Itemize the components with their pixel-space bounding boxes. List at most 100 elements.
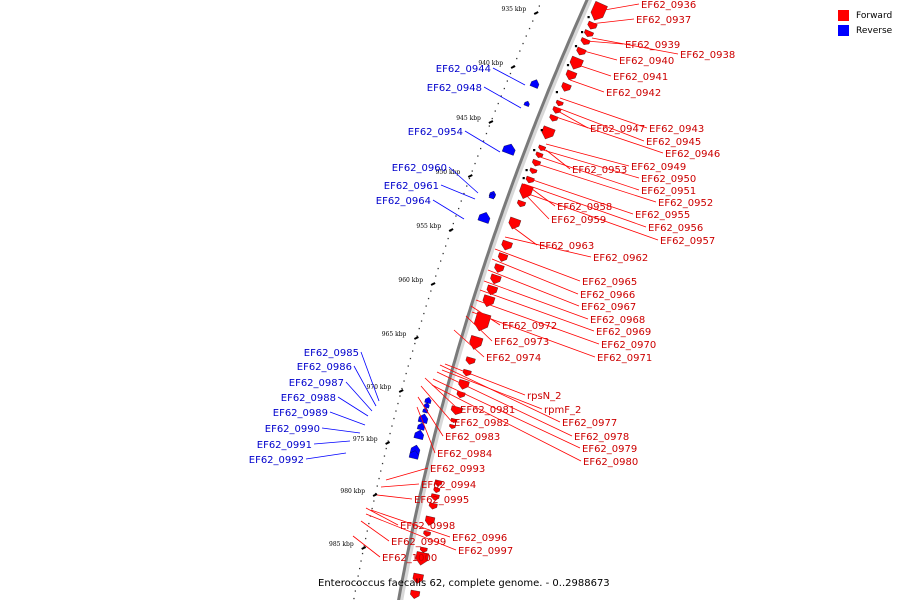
reverse-gene-arrow: [477, 212, 491, 224]
reverse-gene-label: EF62_0988: [281, 393, 336, 404]
scale-dot: [474, 162, 476, 165]
forward-label-leader: [465, 315, 493, 342]
forward-gene-arrow: [538, 144, 547, 151]
forward-label-leader: [519, 190, 659, 241]
scale-tick-label: 935 kbp: [502, 6, 527, 13]
forward-gene-label: EF62_0965: [582, 277, 637, 288]
feature-marker: [581, 31, 584, 34]
forward-gene-label: EF62_0998: [400, 521, 455, 532]
scale-tick: [398, 389, 404, 393]
reverse-gene-label: EF62_0992: [249, 455, 304, 466]
scale-dot: [359, 567, 361, 570]
forward-label-leader: [536, 163, 657, 203]
forward-gene-arrow: [587, 20, 598, 30]
forward-gene-label: EF62_0955: [635, 210, 690, 221]
scale-tick: [510, 65, 516, 69]
forward-label-leader: [380, 483, 420, 488]
forward-label-leader: [420, 385, 453, 423]
feature-marker: [540, 129, 543, 132]
forward-gene-label: EF62_0972: [502, 321, 557, 332]
forward-gene-arrow: [474, 311, 492, 332]
scale-dot: [423, 312, 425, 315]
reverse-swatch: [838, 25, 849, 36]
forward-gene-label: EF62_0940: [619, 56, 674, 67]
forward-label-leader: [370, 509, 451, 538]
forward-gene-label: EF62_0977: [562, 418, 617, 429]
scale-dot: [416, 335, 418, 337]
forward-gene-label: EF62_0995: [414, 495, 469, 506]
scale-dot: [437, 267, 439, 270]
scale-dot: [414, 342, 416, 345]
forward-gene-label: EF62_0942: [606, 88, 661, 99]
reverse-label-leader: [337, 396, 369, 417]
forward-gene-arrow: [465, 356, 476, 365]
forward-gene-label: EF62_0946: [665, 149, 720, 160]
scale-tick-label: 940 kbp: [478, 60, 503, 67]
scale-dot: [455, 215, 457, 217]
scale-dot: [376, 485, 378, 487]
forward-gene-arrow: [580, 37, 591, 45]
scale-dot: [452, 222, 454, 225]
forward-gene-arrow: [569, 55, 584, 70]
scale-dot: [477, 155, 479, 157]
scale-dot: [409, 357, 412, 360]
forward-gene-label: EF62_0968: [590, 315, 645, 326]
forward-label-leader: [352, 535, 381, 558]
scale-tick-label: 955 kbp: [416, 223, 441, 230]
scale-dot: [528, 27, 531, 30]
forward-label-leader: [559, 97, 648, 129]
scale-tick: [372, 493, 378, 497]
reverse-label-leader: [440, 184, 476, 200]
forward-gene-arrow: [501, 239, 513, 251]
forward-label-leader: [360, 520, 390, 542]
forward-label-leader: [579, 49, 618, 61]
scale-dot: [401, 387, 403, 390]
reverse-gene-arrow: [523, 100, 530, 107]
forward-gene-arrow: [494, 263, 505, 273]
scale-tick: [385, 441, 391, 445]
scale-tick: [467, 174, 473, 178]
scale-dot: [497, 102, 499, 105]
forward-gene-label: EF62_0983: [445, 432, 500, 443]
scale-dot: [516, 57, 518, 60]
reverse-label-leader: [305, 452, 347, 460]
scale-dot: [387, 440, 389, 442]
forward-label-leader: [385, 467, 429, 481]
scale-dot: [458, 207, 460, 210]
scale-dot: [385, 447, 387, 450]
forward-swatch: [838, 10, 849, 21]
forward-gene-arrow: [529, 167, 538, 174]
forward-gene-arrow: [497, 252, 509, 262]
reverse-gene-arrow: [416, 422, 425, 431]
forward-label-leader: [487, 269, 580, 307]
forward-label-leader: [574, 63, 612, 77]
reverse-gene-label: EF62_0964: [376, 196, 431, 207]
reverse-label-leader: [321, 427, 361, 434]
forward-gene-label: EF62_0967: [581, 302, 636, 313]
map-caption: Enterococcus faecalis 62, complete genom…: [318, 578, 610, 589]
scale-dot: [353, 597, 355, 600]
forward-label-leader: [491, 258, 579, 295]
forward-gene-label: EF62_0996: [452, 533, 507, 544]
reverse-gene-label: EF62_0944: [436, 64, 491, 75]
feature-marker: [574, 45, 578, 48]
forward-label-leader: [529, 178, 634, 215]
reverse-gene-label: EF62_0986: [297, 362, 352, 373]
forward-label-leader: [431, 384, 582, 462]
scale-tick-label: 970 kbp: [367, 384, 392, 391]
forward-gene-label: EF62_0970: [601, 340, 656, 351]
forward-gene-arrow: [469, 335, 484, 350]
forward-gene-arrow: [412, 572, 424, 584]
scale-dot: [440, 260, 442, 262]
scale-dot: [383, 455, 386, 457]
forward-gene-label: EF62_0978: [574, 432, 629, 443]
scale-dot: [503, 87, 505, 90]
forward-label-leader: [439, 364, 561, 423]
scale-dot: [380, 470, 382, 472]
forward-gene-label: EF62_0971: [597, 353, 652, 364]
scale-dot: [430, 290, 432, 292]
scale-dot: [395, 410, 397, 412]
scale-dot: [418, 327, 420, 330]
scale-dot: [447, 237, 449, 240]
